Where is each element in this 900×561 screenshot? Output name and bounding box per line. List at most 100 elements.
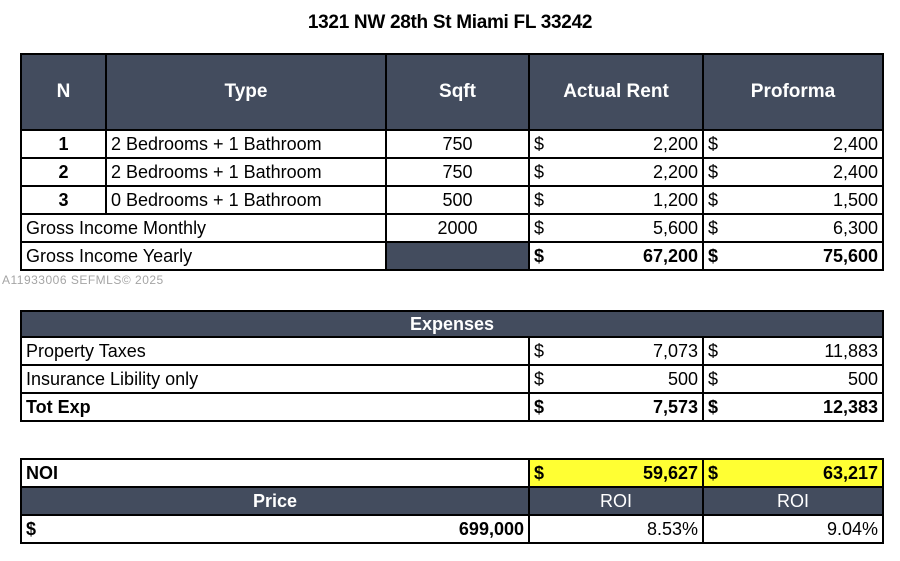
income-header-row: N Type Sqft Actual Rent Proforma [20, 53, 884, 131]
total-expenses-proforma: $12,383 [701, 392, 885, 422]
header-type: Type [105, 53, 387, 131]
expense-proforma: $11,883 [701, 336, 885, 366]
mls-watermark: A11933006 SEFMLS© 2025 [2, 273, 164, 287]
currency-symbol: $ [534, 396, 545, 417]
amount: 1,200 [652, 189, 698, 210]
table-row: 1 2 Bedrooms + 1 Bathroom 750 $2,200 $2,… [20, 129, 884, 159]
summary-header-row: Price ROI ROI [20, 486, 884, 516]
noi-actual: $59,627 [528, 458, 704, 488]
roi-proforma-value: 9.04% [702, 514, 884, 544]
expenses-table: Expenses Property Taxes $7,073 $11,883 I… [19, 310, 885, 422]
noi-row: NOI $59,627 $63,217 [20, 458, 884, 488]
amount: 63,217 [822, 462, 878, 483]
price-roi-row: $699,000 8.53% 9.04% [20, 514, 884, 544]
gross-monthly-label: Gross Income Monthly [20, 213, 387, 243]
gross-monthly-row: Gross Income Monthly 2000 $5,600 $6,300 [20, 213, 884, 243]
expenses-header: Expenses [19, 310, 885, 338]
income-table: N Type Sqft Actual Rent Proforma 1 2 Bed… [20, 53, 884, 271]
currency-symbol: $ [534, 217, 545, 238]
unit-sqft: 750 [385, 129, 530, 159]
header-proforma: Proforma [702, 53, 884, 131]
currency-symbol: $ [534, 189, 545, 210]
table-row: 2 2 Bedrooms + 1 Bathroom 750 $2,200 $2,… [20, 157, 884, 187]
unit-actual-rent: $2,200 [528, 129, 704, 159]
header-n: N [20, 53, 107, 131]
gross-monthly-actual: $5,600 [528, 213, 704, 243]
gross-yearly-actual: $67,200 [528, 241, 704, 271]
gross-yearly-row: Gross Income Yearly $67,200 $75,600 [20, 241, 884, 271]
total-sqft: 2000 [385, 213, 530, 243]
unit-type: 0 Bedrooms + 1 Bathroom [105, 185, 387, 215]
unit-actual-rent: $2,200 [528, 157, 704, 187]
total-expenses-actual: $7,573 [528, 392, 704, 422]
currency-symbol: $ [708, 133, 719, 154]
expense-actual: $500 [528, 364, 704, 394]
amount: 7,573 [652, 396, 698, 417]
unit-number: 3 [20, 185, 107, 215]
amount: 2,400 [832, 161, 878, 182]
currency-symbol: $ [708, 368, 719, 389]
currency-symbol: $ [534, 368, 545, 389]
amount: 12,383 [822, 396, 879, 417]
unit-proforma: $1,500 [702, 185, 884, 215]
gross-yearly-label: Gross Income Yearly [20, 241, 387, 271]
unit-number: 1 [20, 129, 107, 159]
total-expenses-label: Tot Exp [20, 392, 530, 422]
unit-proforma: $2,400 [702, 129, 884, 159]
price-value: $699,000 [20, 514, 530, 544]
amount: 500 [667, 368, 698, 389]
roi-actual-value: 8.53% [528, 514, 704, 544]
amount: 59,627 [642, 462, 698, 483]
header-roi-actual: ROI [528, 486, 704, 516]
currency-symbol: $ [708, 217, 719, 238]
amount: 7,073 [652, 340, 698, 361]
unit-sqft: 500 [385, 185, 530, 215]
currency-symbol: $ [708, 189, 719, 210]
currency-symbol: $ [534, 340, 545, 361]
expense-proforma: $500 [701, 364, 885, 394]
amount: 1,500 [832, 189, 878, 210]
table-row: 3 0 Bedrooms + 1 Bathroom 500 $1,200 $1,… [20, 185, 884, 215]
empty-dark-cell [385, 241, 530, 271]
unit-number: 2 [20, 157, 107, 187]
header-sqft: Sqft [385, 53, 530, 131]
amount: 2,400 [832, 133, 878, 154]
property-address-title: 1321 NW 28th St Miami FL 33242 [307, 12, 593, 33]
header-price: Price [20, 486, 530, 516]
unit-type: 2 Bedrooms + 1 Bathroom [105, 157, 387, 187]
header-actual-rent: Actual Rent [528, 53, 704, 131]
currency-symbol: $ [708, 340, 719, 361]
currency-symbol: $ [534, 245, 545, 266]
unit-sqft: 750 [385, 157, 530, 187]
table-row: Property Taxes $7,073 $11,883 [20, 336, 885, 366]
table-row: Insurance Libility only $500 $500 [20, 364, 885, 394]
currency-symbol: $ [708, 462, 719, 483]
gross-yearly-proforma: $75,600 [702, 241, 884, 271]
summary-table: NOI $59,627 $63,217 Price ROI ROI $699,0… [20, 458, 884, 544]
amount: 75,600 [822, 245, 878, 266]
currency-symbol: $ [708, 245, 719, 266]
expenses-header-row: Expenses [19, 310, 885, 338]
currency-symbol: $ [534, 133, 545, 154]
expense-label: Insurance Libility only [20, 364, 530, 394]
unit-proforma: $2,400 [702, 157, 884, 187]
currency-symbol: $ [534, 161, 545, 182]
unit-type: 2 Bedrooms + 1 Bathroom [105, 129, 387, 159]
amount: 2,200 [652, 161, 698, 182]
unit-actual-rent: $1,200 [528, 185, 704, 215]
currency-symbol: $ [26, 518, 37, 539]
currency-symbol: $ [708, 161, 719, 182]
noi-label: NOI [20, 458, 530, 488]
amount: 699,000 [458, 518, 524, 539]
currency-symbol: $ [708, 396, 719, 417]
header-roi-proforma: ROI [702, 486, 884, 516]
total-expenses-row: Tot Exp $7,573 $12,383 [20, 392, 885, 422]
expense-label: Property Taxes [20, 336, 530, 366]
expense-actual: $7,073 [528, 336, 704, 366]
amount: 500 [847, 368, 879, 389]
gross-monthly-proforma: $6,300 [702, 213, 884, 243]
currency-symbol: $ [534, 462, 545, 483]
amount: 11,883 [824, 340, 879, 361]
amount: 6,300 [832, 217, 878, 238]
noi-proforma: $63,217 [702, 458, 884, 488]
